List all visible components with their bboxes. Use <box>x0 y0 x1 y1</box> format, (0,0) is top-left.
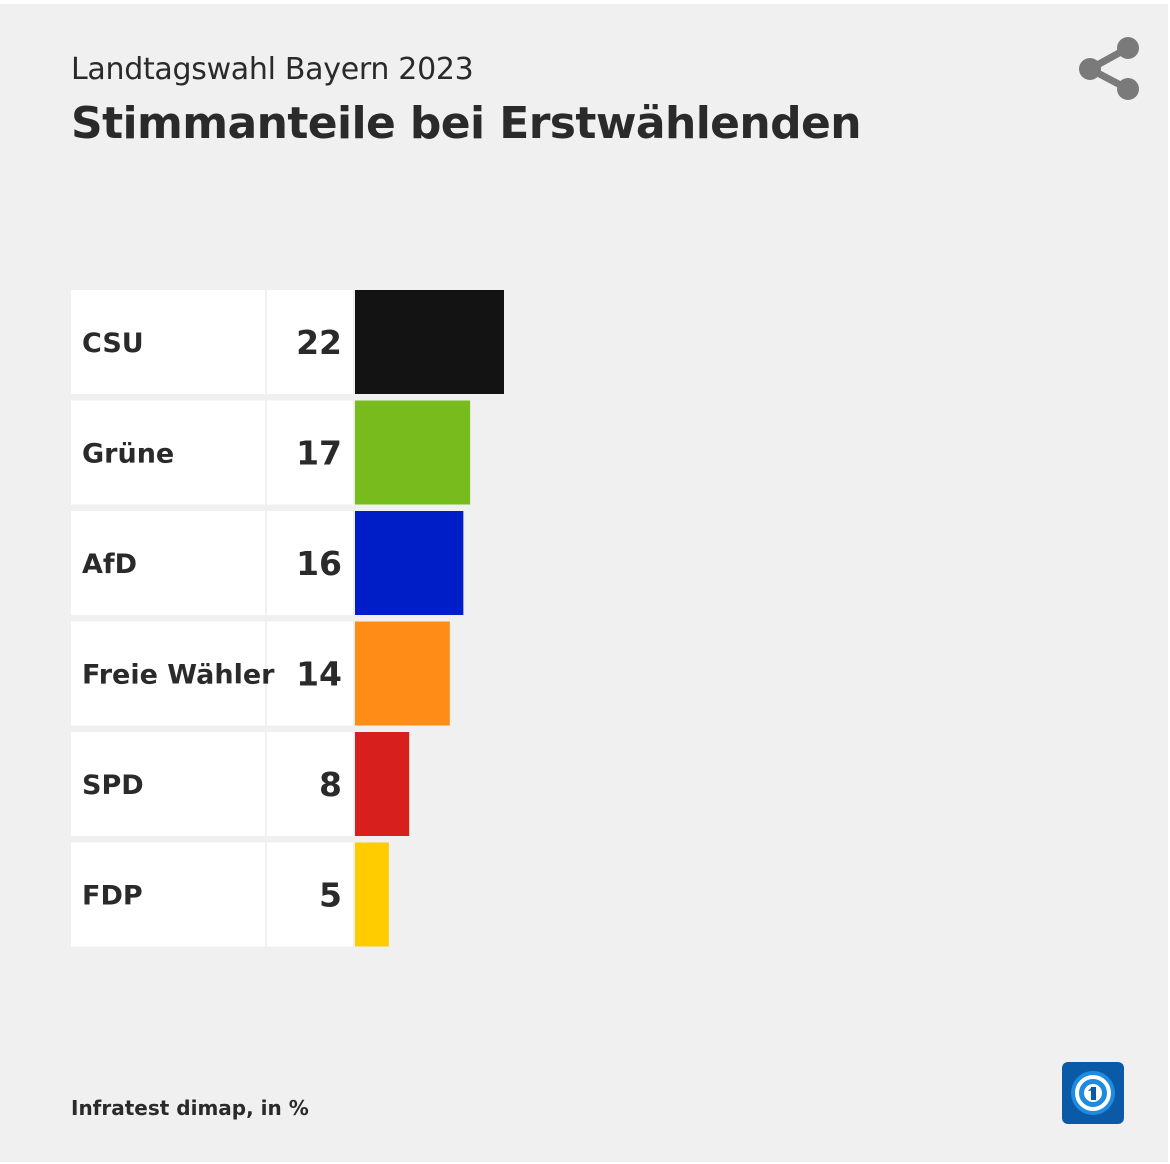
bar-afd <box>355 511 464 615</box>
value-cell-spd <box>267 732 353 836</box>
share-icon[interactable] <box>1076 36 1146 102</box>
value-cell-fdp <box>267 842 353 947</box>
category-label-freie-wähler: Freie Wähler <box>82 660 275 691</box>
value-cell-grüne <box>267 400 353 505</box>
bar-grüne <box>355 400 471 505</box>
source-note: Infratest dimap, in % <box>71 1096 309 1120</box>
category-label-afd: AfD <box>82 549 137 580</box>
bar-chart: CSU 22 Grüne 17 AfD 16 Freie Wähler 14 SPD 8 FDP 5 <box>71 290 504 947</box>
bar-csu <box>355 290 504 394</box>
value-label-fdp: 5 <box>319 876 342 915</box>
tagesschau-logo[interactable] <box>1062 1062 1124 1124</box>
chart-subtitle: Landtagswahl Bayern 2023 <box>71 52 474 87</box>
value-label-csu: 22 <box>296 323 342 362</box>
label-cell-csu <box>71 290 265 394</box>
label-cell-spd <box>71 732 265 836</box>
bar-fdp <box>355 842 389 947</box>
category-label-spd: SPD <box>82 770 144 801</box>
label-cell-grüne <box>71 400 265 505</box>
label-cell-afd <box>71 511 265 615</box>
category-label-csu: CSU <box>82 328 144 359</box>
value-label-grüne: 17 <box>296 434 342 473</box>
category-label-fdp: FDP <box>82 881 143 912</box>
value-cell-freie-wähler <box>267 621 353 726</box>
category-label-grüne: Grüne <box>82 439 174 470</box>
value-label-spd: 8 <box>319 765 342 804</box>
bar-freie-wähler <box>355 621 450 726</box>
value-label-freie-wähler: 14 <box>296 655 342 694</box>
chart-card: Landtagswahl Bayern 2023 Stimmanteile be… <box>0 4 1168 1162</box>
chart-title: Stimmanteile bei Erstwählenden <box>71 98 862 149</box>
value-cell-csu <box>267 290 353 394</box>
value-cell-afd <box>267 511 353 615</box>
label-cell-fdp <box>71 842 265 947</box>
bar-spd <box>355 732 410 836</box>
label-cell-freie-wähler <box>71 621 265 726</box>
value-label-afd: 16 <box>296 544 342 583</box>
